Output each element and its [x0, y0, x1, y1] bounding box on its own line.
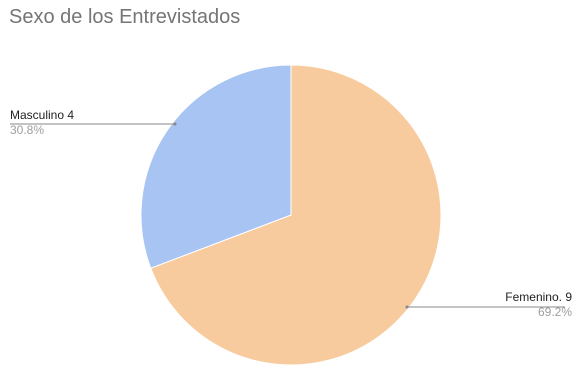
slice-label: Femenino. 9 — [505, 290, 572, 304]
slice-percent-label: 69.2% — [538, 305, 572, 319]
leader-dot — [173, 122, 177, 126]
slice-percent-label: 30.8% — [10, 123, 44, 137]
slice-label: Masculino 4 — [10, 108, 74, 122]
chart-title: Sexo de los Entrevistados — [9, 6, 241, 28]
pie-slice-femenino — [150, 64, 442, 366]
leader-dot — [405, 305, 409, 309]
pie-slice-masculino — [140, 64, 292, 269]
